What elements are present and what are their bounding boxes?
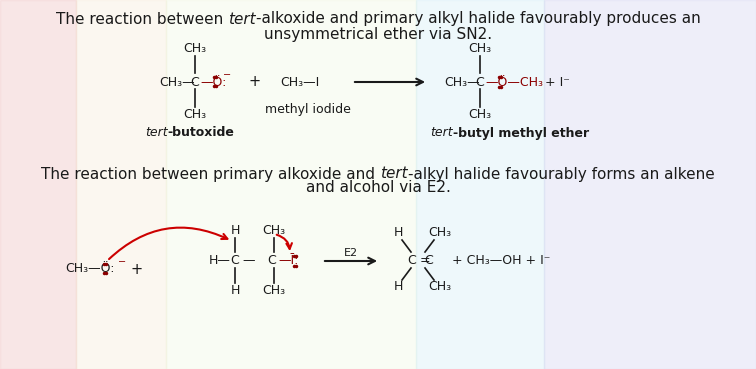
Text: + CH₃—OH + I⁻: + CH₃—OH + I⁻ <box>452 255 550 268</box>
Text: CH₃: CH₃ <box>184 42 206 55</box>
Text: CH₃: CH₃ <box>262 284 286 297</box>
Text: H: H <box>393 280 403 293</box>
Text: +: + <box>249 75 261 90</box>
Text: CH₃: CH₃ <box>469 108 491 121</box>
Text: H: H <box>393 227 403 239</box>
Bar <box>166 0 416 369</box>
FancyArrowPatch shape <box>277 235 292 249</box>
Text: C: C <box>425 255 433 268</box>
Text: CH₃: CH₃ <box>469 42 491 55</box>
Text: —Ö:: —Ö: <box>200 76 226 89</box>
Text: -butoxide: -butoxide <box>168 127 235 139</box>
Text: CH₃: CH₃ <box>429 280 451 293</box>
Text: unsymmetrical ether via SN2.: unsymmetrical ether via SN2. <box>264 27 492 41</box>
Bar <box>76 0 166 369</box>
Text: and alcohol via E2.: and alcohol via E2. <box>305 180 451 196</box>
Text: CH₃—Ö:: CH₃—Ö: <box>65 262 115 276</box>
Text: —: — <box>242 255 255 268</box>
Text: CH₃: CH₃ <box>429 227 451 239</box>
Text: E2: E2 <box>344 248 358 258</box>
Bar <box>416 0 544 369</box>
Text: tert: tert <box>431 127 454 139</box>
Text: tert: tert <box>145 127 168 139</box>
Text: CH₃: CH₃ <box>262 224 286 238</box>
Text: methyl iodide: methyl iodide <box>265 103 351 115</box>
Text: CH₃: CH₃ <box>184 108 206 121</box>
Text: +: + <box>131 262 143 276</box>
Text: CH₃—: CH₃— <box>445 76 480 89</box>
Text: C: C <box>268 255 277 268</box>
Text: + I⁻: + I⁻ <box>545 76 570 89</box>
Text: The reaction between: The reaction between <box>56 11 228 27</box>
Text: CH₃—: CH₃— <box>160 76 195 89</box>
Text: The reaction between primary alkoxide and: The reaction between primary alkoxide an… <box>42 166 380 182</box>
Text: tert: tert <box>380 166 408 182</box>
Text: H: H <box>231 224 240 238</box>
Text: —Ö—CH₃: —Ö—CH₃ <box>485 76 543 89</box>
Text: −: − <box>118 257 126 267</box>
Text: H—: H— <box>209 255 231 268</box>
Text: CH₃—I: CH₃—I <box>280 76 320 89</box>
FancyArrowPatch shape <box>109 228 228 259</box>
Text: C: C <box>476 76 485 89</box>
Bar <box>0 0 76 369</box>
Text: C: C <box>407 255 417 268</box>
Text: —Ī:: —Ī: <box>278 255 299 268</box>
Text: =: = <box>420 255 431 268</box>
Text: -alkyl halide favourably forms an alkene: -alkyl halide favourably forms an alkene <box>408 166 714 182</box>
Text: tert: tert <box>228 11 256 27</box>
Text: -butyl methyl ether: -butyl methyl ether <box>454 127 590 139</box>
Bar <box>544 0 756 369</box>
Text: -alkoxide and primary alkyl halide favourably produces an: -alkoxide and primary alkyl halide favou… <box>256 11 700 27</box>
Text: C: C <box>231 255 240 268</box>
Text: H: H <box>231 284 240 297</box>
Text: −: − <box>223 70 231 80</box>
Text: C: C <box>191 76 200 89</box>
